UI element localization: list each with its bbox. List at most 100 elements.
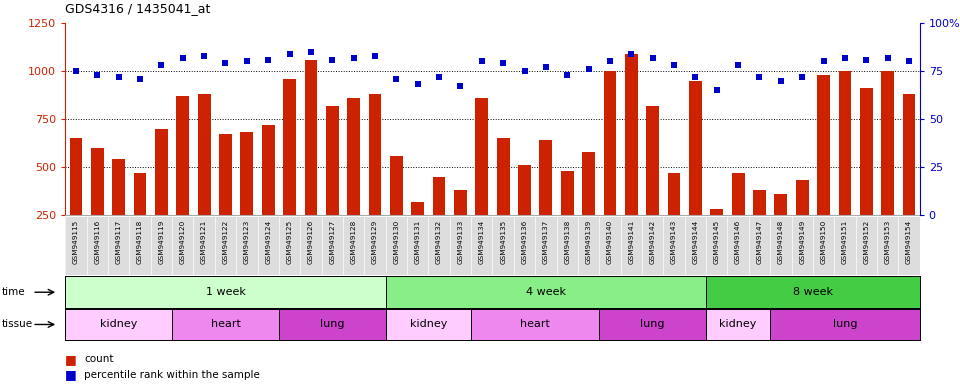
Text: GSM949150: GSM949150 xyxy=(821,220,827,264)
Point xyxy=(368,53,383,59)
Bar xyxy=(133,173,147,215)
Text: GSM949126: GSM949126 xyxy=(308,220,314,264)
Text: GSM949130: GSM949130 xyxy=(394,220,399,264)
Point xyxy=(816,58,831,65)
Point xyxy=(154,62,169,68)
Text: time: time xyxy=(2,287,26,297)
Text: kidney: kidney xyxy=(719,319,756,329)
Bar xyxy=(753,190,766,215)
Text: GSM949152: GSM949152 xyxy=(863,220,870,264)
Text: GSM949146: GSM949146 xyxy=(735,220,741,264)
Text: GSM949139: GSM949139 xyxy=(586,220,591,264)
Text: GSM949122: GSM949122 xyxy=(223,220,228,264)
Bar xyxy=(540,140,552,215)
Point xyxy=(68,68,84,74)
Point xyxy=(731,62,746,68)
Text: 8 week: 8 week xyxy=(793,287,833,297)
Text: heart: heart xyxy=(210,319,240,329)
Bar xyxy=(304,60,318,215)
Point xyxy=(111,74,127,80)
Point xyxy=(709,87,725,93)
Bar xyxy=(796,180,808,215)
Bar xyxy=(369,94,381,215)
Point xyxy=(89,72,105,78)
Point xyxy=(495,60,511,66)
Bar xyxy=(604,71,616,215)
Point xyxy=(880,55,896,61)
Point xyxy=(239,58,254,65)
Text: kidney: kidney xyxy=(410,319,447,329)
Bar xyxy=(860,88,873,215)
Text: tissue: tissue xyxy=(2,319,33,329)
Text: GSM949137: GSM949137 xyxy=(543,220,549,264)
Point xyxy=(560,72,575,78)
Bar xyxy=(646,106,660,215)
Point xyxy=(453,83,468,89)
Bar xyxy=(91,148,104,215)
Text: GSM949116: GSM949116 xyxy=(94,220,101,264)
Text: GSM949127: GSM949127 xyxy=(329,220,335,264)
Text: GSM949133: GSM949133 xyxy=(458,220,464,264)
Bar xyxy=(283,79,296,215)
Point xyxy=(624,51,639,57)
Text: GSM949123: GSM949123 xyxy=(244,220,250,264)
Point xyxy=(175,55,190,61)
Text: GSM949134: GSM949134 xyxy=(479,220,485,264)
Text: GSM949132: GSM949132 xyxy=(436,220,442,264)
Point xyxy=(687,74,703,80)
Point xyxy=(858,56,874,63)
Bar xyxy=(710,209,723,215)
Point xyxy=(645,55,660,61)
Bar xyxy=(838,71,852,215)
Point xyxy=(218,60,233,66)
Bar xyxy=(518,165,531,215)
Text: GSM949124: GSM949124 xyxy=(265,220,272,264)
Bar xyxy=(475,98,489,215)
Text: GSM949120: GSM949120 xyxy=(180,220,185,264)
Text: GSM949144: GSM949144 xyxy=(692,220,698,264)
Point xyxy=(389,76,404,82)
Bar xyxy=(582,152,595,215)
Text: GSM949145: GSM949145 xyxy=(713,220,720,264)
Text: GSM949128: GSM949128 xyxy=(350,220,357,264)
Point xyxy=(901,58,917,65)
Point xyxy=(795,74,810,80)
Point xyxy=(197,53,212,59)
Text: GSM949117: GSM949117 xyxy=(116,220,122,264)
Bar xyxy=(817,75,830,215)
Bar xyxy=(219,134,232,215)
Bar xyxy=(496,138,510,215)
Text: GDS4316 / 1435041_at: GDS4316 / 1435041_at xyxy=(65,2,210,15)
Text: GSM949138: GSM949138 xyxy=(564,220,570,264)
Bar xyxy=(112,159,125,215)
Text: GSM949153: GSM949153 xyxy=(885,220,891,264)
Bar xyxy=(240,132,253,215)
Bar xyxy=(198,94,210,215)
Bar xyxy=(667,173,681,215)
Point xyxy=(666,62,682,68)
Text: GSM949141: GSM949141 xyxy=(629,220,635,264)
Bar xyxy=(881,71,894,215)
Text: GSM949142: GSM949142 xyxy=(650,220,656,264)
Text: percentile rank within the sample: percentile rank within the sample xyxy=(84,370,260,380)
Text: GSM949136: GSM949136 xyxy=(521,220,528,264)
Text: GSM949148: GSM949148 xyxy=(778,220,783,264)
Bar xyxy=(625,54,637,215)
Point xyxy=(303,49,319,55)
Bar xyxy=(433,177,445,215)
Point xyxy=(602,58,617,65)
Text: GSM949135: GSM949135 xyxy=(500,220,506,264)
Bar xyxy=(69,138,83,215)
Text: lung: lung xyxy=(320,319,345,329)
Text: GSM949118: GSM949118 xyxy=(137,220,143,264)
Text: 4 week: 4 week xyxy=(526,287,565,297)
Text: lung: lung xyxy=(640,319,665,329)
Text: GSM949129: GSM949129 xyxy=(372,220,378,264)
Point xyxy=(260,56,276,63)
Point xyxy=(410,81,425,88)
Bar xyxy=(689,81,702,215)
Point xyxy=(282,51,298,57)
Point xyxy=(837,55,852,61)
Text: lung: lung xyxy=(832,319,857,329)
Text: GSM949143: GSM949143 xyxy=(671,220,677,264)
